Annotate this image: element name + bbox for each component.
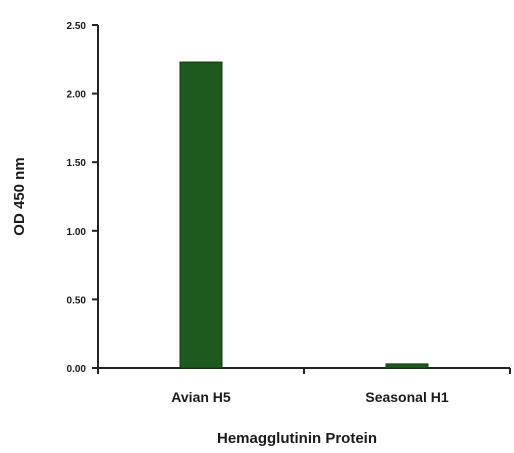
y-tick-label: 0.50 [67, 295, 87, 306]
bar-avian-h5 [179, 61, 223, 369]
y-axis-title: OD 450 nm [11, 157, 28, 235]
y-tick-label: 2.50 [67, 21, 87, 32]
bar-seasonal-h1 [385, 363, 429, 369]
x-axis-ticks: Avian H5 Seasonal H1 [97, 368, 511, 405]
plot-area: 0.00 0.50 1.00 1.50 2.00 2.50 Avian H5 Seasona… [67, 21, 511, 405]
x-axis-title: Hemagglutinin Protein [217, 430, 377, 447]
y-tick-label: 1.00 [67, 227, 87, 238]
y-tick-label: 0.00 [67, 364, 87, 375]
y-axis-ticks: 0.00 0.50 1.00 1.50 2.00 2.50 [67, 21, 98, 375]
bars [179, 61, 429, 369]
x-category-label: Seasonal H1 [365, 389, 448, 405]
y-tick-label: 2.00 [67, 90, 87, 101]
x-category-label: Avian H5 [171, 389, 231, 405]
y-tick-label: 1.50 [67, 158, 87, 169]
